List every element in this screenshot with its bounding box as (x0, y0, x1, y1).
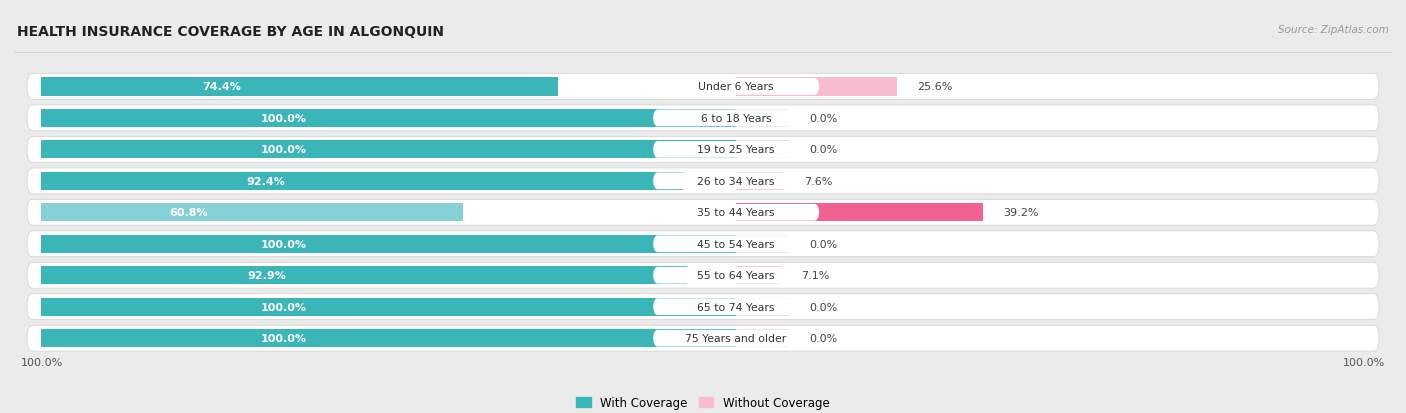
Text: 19 to 25 Years: 19 to 25 Years (697, 145, 775, 155)
Text: 100.0%: 100.0% (1343, 357, 1385, 367)
Text: Under 6 Years: Under 6 Years (699, 82, 773, 92)
Text: 100.0%: 100.0% (262, 302, 307, 312)
FancyBboxPatch shape (27, 137, 1379, 163)
Text: 74.4%: 74.4% (202, 82, 240, 92)
Bar (41, 266, 686, 285)
Text: 100.0%: 100.0% (262, 333, 307, 343)
Legend: With Coverage, Without Coverage: With Coverage, Without Coverage (572, 392, 834, 413)
FancyBboxPatch shape (652, 110, 820, 127)
Bar (737, 204, 983, 222)
Text: 65 to 74 Years: 65 to 74 Years (697, 302, 775, 312)
Bar (737, 329, 789, 347)
Bar (41, 298, 737, 316)
Bar (41, 204, 464, 222)
Bar (41, 329, 737, 347)
FancyBboxPatch shape (652, 267, 820, 284)
FancyBboxPatch shape (27, 231, 1379, 257)
Text: 92.4%: 92.4% (246, 176, 285, 186)
Bar (737, 266, 780, 285)
Text: 55 to 64 Years: 55 to 64 Years (697, 271, 775, 280)
Text: HEALTH INSURANCE COVERAGE BY AGE IN ALGONQUIN: HEALTH INSURANCE COVERAGE BY AGE IN ALGO… (17, 25, 444, 39)
Text: 100.0%: 100.0% (262, 114, 307, 123)
Text: 26 to 34 Years: 26 to 34 Years (697, 176, 775, 186)
Bar (41, 109, 737, 128)
Bar (737, 141, 789, 159)
Text: 0.0%: 0.0% (808, 114, 837, 123)
Bar (737, 109, 789, 128)
Bar (737, 172, 785, 190)
FancyBboxPatch shape (27, 106, 1379, 131)
Bar (737, 78, 897, 96)
FancyBboxPatch shape (652, 204, 820, 221)
Text: 75 Years and older: 75 Years and older (686, 333, 787, 343)
Text: 39.2%: 39.2% (1002, 208, 1038, 218)
FancyBboxPatch shape (27, 263, 1379, 288)
Bar (737, 235, 789, 253)
FancyBboxPatch shape (27, 169, 1379, 194)
FancyBboxPatch shape (27, 74, 1379, 100)
Text: 0.0%: 0.0% (808, 302, 837, 312)
Bar (41, 172, 683, 190)
FancyBboxPatch shape (27, 325, 1379, 351)
FancyBboxPatch shape (652, 299, 820, 315)
Bar (41, 78, 558, 96)
Text: 100.0%: 100.0% (21, 357, 63, 367)
Text: 7.1%: 7.1% (800, 271, 830, 280)
FancyBboxPatch shape (27, 294, 1379, 320)
Bar (737, 298, 789, 316)
Text: 6 to 18 Years: 6 to 18 Years (700, 114, 772, 123)
Text: 0.0%: 0.0% (808, 333, 837, 343)
Text: 7.6%: 7.6% (804, 176, 832, 186)
FancyBboxPatch shape (652, 79, 820, 95)
Text: 0.0%: 0.0% (808, 145, 837, 155)
Bar (41, 235, 737, 253)
Text: 25.6%: 25.6% (917, 82, 952, 92)
Text: 45 to 54 Years: 45 to 54 Years (697, 239, 775, 249)
Text: 100.0%: 100.0% (262, 145, 307, 155)
Text: 92.9%: 92.9% (247, 271, 287, 280)
Text: 100.0%: 100.0% (262, 239, 307, 249)
FancyBboxPatch shape (652, 236, 820, 252)
FancyBboxPatch shape (652, 330, 820, 347)
Text: 60.8%: 60.8% (169, 208, 208, 218)
FancyBboxPatch shape (652, 173, 820, 190)
Text: 0.0%: 0.0% (808, 239, 837, 249)
FancyBboxPatch shape (27, 200, 1379, 225)
FancyBboxPatch shape (652, 142, 820, 158)
Text: Source: ZipAtlas.com: Source: ZipAtlas.com (1278, 25, 1389, 35)
Text: 35 to 44 Years: 35 to 44 Years (697, 208, 775, 218)
Bar (41, 141, 737, 159)
